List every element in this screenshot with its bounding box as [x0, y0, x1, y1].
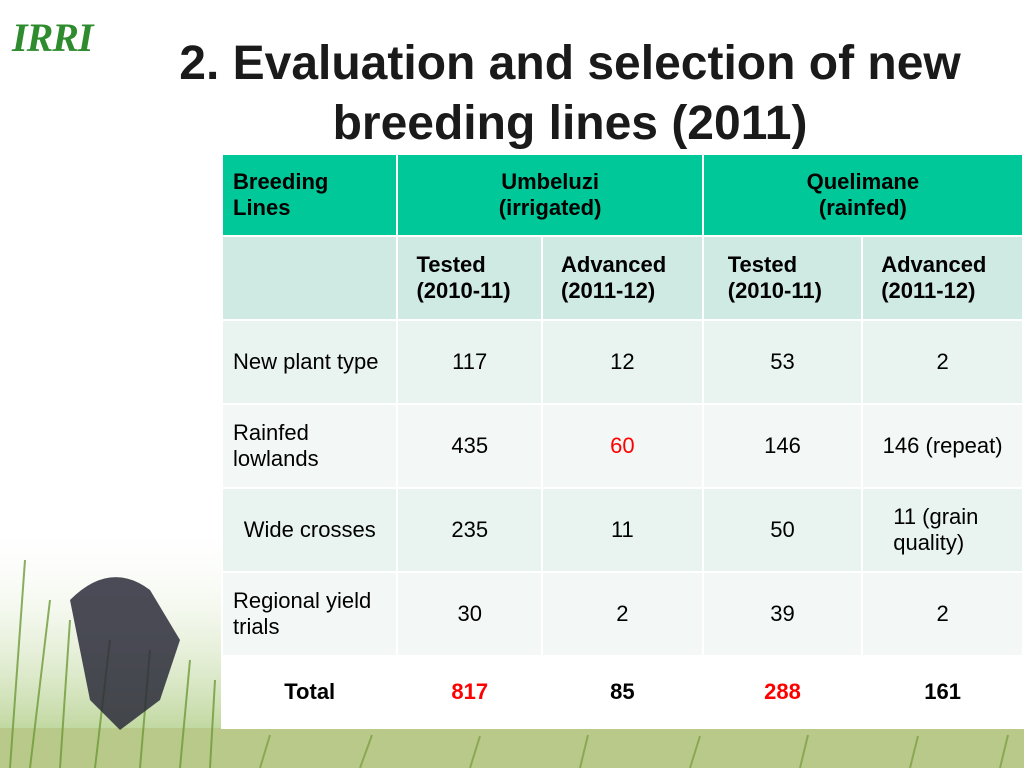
total-umbeluzi-tested: 817 [396, 655, 543, 729]
quelimane-type: (rainfed) [818, 195, 907, 220]
row-label: New plant type [220, 319, 399, 405]
row-label: Rainfed lowlands [220, 403, 399, 489]
total-quelimane-tested: 288 [701, 655, 864, 729]
table-row: New plant type 117 12 53 2 [220, 319, 1024, 405]
total-label: Total [220, 655, 399, 729]
tested-years: (2010-11) [416, 278, 511, 303]
tested-years: (2010-11) [727, 278, 822, 303]
header-breeding-lines: Breeding Lines [220, 153, 399, 237]
tested-label: Tested [727, 252, 798, 277]
header-umbeluzi-advanced: Advanced (2011-12) [541, 235, 704, 321]
advanced-years: (2011-12) [881, 278, 976, 303]
header-row-sites: Breeding Lines Umbeluzi (irrigated) Quel… [220, 153, 1024, 237]
table-row: Rainfed lowlands 435 60 146 146 (repeat) [220, 403, 1024, 489]
header-row-status: Tested (2010-11) Advanced (2011-12) Test… [220, 235, 1024, 321]
quelimane-tested-value: 50 [701, 487, 864, 573]
umbeluzi-tested-value: 117 [396, 319, 543, 405]
header-quelimane-advanced: Advanced (2011-12) [861, 235, 1024, 321]
total-quelimane-advanced: 161 [861, 655, 1024, 729]
header-quelimane-tested: Tested (2010-11) [701, 235, 864, 321]
quelimane-tested-value: 53 [701, 319, 864, 405]
quelimane-tested-value: 146 [701, 403, 864, 489]
umbeluzi-advanced-value: 12 [541, 319, 704, 405]
umbeluzi-advanced-value: 11 [541, 487, 704, 573]
quelimane-name: Quelimane [806, 169, 920, 194]
breeding-lines-table: Breeding Lines Umbeluzi (irrigated) Quel… [220, 153, 1024, 729]
quelimane-advanced-value: 2 [861, 319, 1024, 405]
header-quelimane: Quelimane (rainfed) [701, 153, 1024, 237]
total-umbeluzi-advanced: 85 [541, 655, 704, 729]
total-row: Total 817 85 288 161 [220, 655, 1024, 729]
title-line-1: 2. Evaluation and selection of new [179, 37, 961, 90]
umbeluzi-name: Umbeluzi [501, 169, 599, 194]
row-label: Regional yield trials [220, 571, 399, 657]
tested-label: Tested [416, 252, 486, 277]
row-label: Wide crosses [220, 487, 399, 573]
quelimane-advanced-value: 146 (repeat) [861, 403, 1024, 489]
header-umbeluzi-tested: Tested (2010-11) [396, 235, 543, 321]
table-row: Wide crosses 235 11 50 11 (grain quality… [220, 487, 1024, 573]
irri-logo: IRRI [12, 15, 93, 60]
umbeluzi-advanced-value: 60 [541, 403, 704, 489]
quelimane-advanced-value: 11 (grain quality) [861, 487, 1024, 573]
umbeluzi-tested-value: 435 [396, 403, 543, 489]
advanced-years: (2011-12) [561, 278, 656, 303]
header-empty-cell [220, 235, 399, 321]
title-line-2: breeding lines (2011) [332, 97, 808, 150]
header-umbeluzi: Umbeluzi (irrigated) [396, 153, 704, 237]
umbeluzi-advanced-value: 2 [541, 571, 704, 657]
table-row: Regional yield trials 30 2 39 2 [220, 571, 1024, 657]
quelimane-tested-value: 39 [701, 571, 864, 657]
advanced-label: Advanced [881, 252, 987, 277]
umbeluzi-tested-value: 235 [396, 487, 543, 573]
page-title: 2. Evaluation and selection of new breed… [140, 34, 1000, 154]
quelimane-advanced-value: 2 [861, 571, 1024, 657]
advanced-label: Advanced [561, 252, 667, 277]
umbeluzi-type: (irrigated) [498, 195, 602, 220]
umbeluzi-tested-value: 30 [396, 571, 543, 657]
